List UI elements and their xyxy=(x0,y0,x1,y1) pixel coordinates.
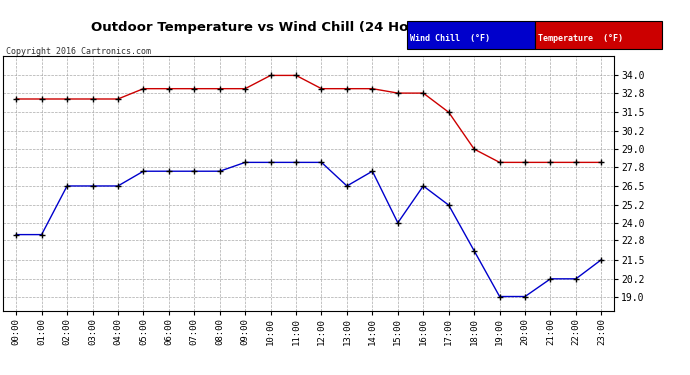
Text: Temperature  (°F): Temperature (°F) xyxy=(538,34,622,43)
Text: Outdoor Temperature vs Wind Chill (24 Hours) 20160324: Outdoor Temperature vs Wind Chill (24 Ho… xyxy=(90,21,517,34)
Text: Wind Chill  (°F): Wind Chill (°F) xyxy=(410,34,490,43)
Text: Copyright 2016 Cartronics.com: Copyright 2016 Cartronics.com xyxy=(6,47,150,56)
